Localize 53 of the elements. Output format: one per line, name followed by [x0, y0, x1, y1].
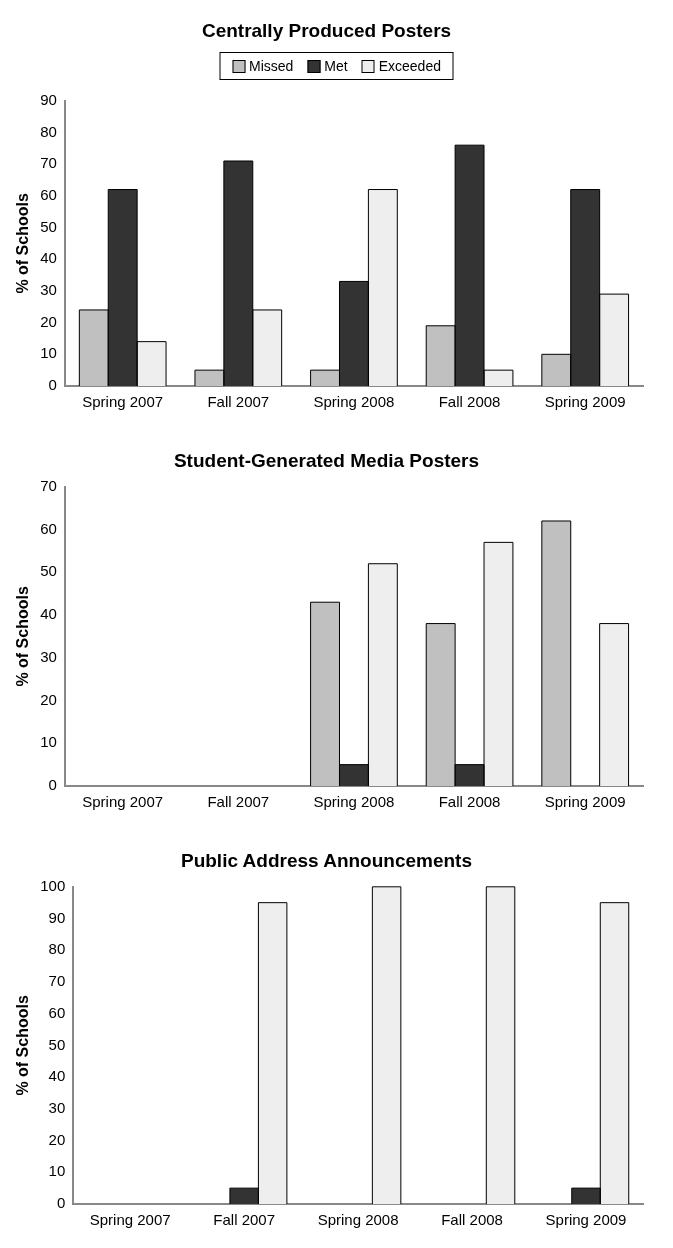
y-tick-label: 20 [40, 690, 57, 708]
y-tick-label: 40 [48, 1067, 66, 1085]
x-tick-label: Spring 2007 [89, 1211, 171, 1229]
legend-label: Missed [249, 58, 294, 74]
x-tick-label: Fall 2007 [207, 393, 270, 411]
y-tick-label: 70 [48, 972, 66, 990]
x-tick-label: Spring 2008 [313, 793, 395, 811]
x-tick-label: Spring 2009 [544, 393, 626, 411]
y-tick-label: 20 [40, 312, 57, 330]
y-tick-label: 60 [40, 186, 57, 204]
x-tick-label: Fall 2008 [438, 393, 501, 411]
y-axis-title: % of Schools [14, 995, 32, 1096]
y-axis-title: % of Schools [14, 586, 32, 687]
y-tick-label: 70 [40, 154, 57, 172]
y-tick-label: 90 [48, 908, 66, 926]
y-tick-label: 100 [40, 876, 66, 894]
y-tick-label: 50 [40, 562, 57, 580]
y-tick-label: 80 [48, 940, 66, 958]
x-tick-label: Fall 2008 [441, 1211, 503, 1229]
chart-title: Public Address Announcements [180, 849, 473, 871]
y-tick-label: 30 [40, 647, 57, 665]
y-tick-label: 80 [40, 122, 57, 140]
x-tick-label: Fall 2007 [213, 1211, 276, 1229]
y-tick-label: 0 [48, 776, 57, 794]
y-tick-label: 0 [56, 1194, 66, 1212]
y-tick-label: 60 [40, 519, 57, 537]
x-tick-label: Spring 2008 [317, 1211, 399, 1229]
x-tick-label: Spring 2009 [545, 1211, 627, 1229]
y-tick-label: 90 [40, 90, 57, 108]
x-tick-label: Fall 2008 [438, 793, 501, 811]
x-tick-label: Fall 2007 [207, 793, 270, 811]
y-tick-label: 10 [40, 344, 57, 362]
y-tick-label: 60 [48, 1003, 66, 1021]
x-tick-label: Spring 2009 [544, 793, 626, 811]
y-tick-label: 10 [48, 1162, 66, 1180]
y-tick-label: 30 [40, 281, 57, 299]
chart-title: Centrally Produced Posters [201, 19, 452, 41]
y-tick-label: 10 [40, 733, 57, 751]
chart-title: Student-Generated Media Posters [173, 449, 480, 471]
y-tick-label: 40 [40, 605, 57, 623]
x-tick-label: Spring 2007 [82, 793, 164, 811]
y-tick-label: 50 [48, 1035, 66, 1053]
legend-label: Met [324, 58, 348, 74]
y-tick-label: 50 [40, 217, 57, 235]
y-axis-title: % of Schools [14, 193, 32, 294]
y-tick-label: 70 [40, 476, 57, 494]
y-tick-label: 0 [48, 376, 57, 394]
y-tick-label: 20 [48, 1130, 66, 1148]
y-tick-label: 40 [40, 249, 57, 267]
x-tick-label: Spring 2007 [82, 393, 164, 411]
y-tick-label: 30 [48, 1098, 66, 1116]
legend-label: Exceeded [378, 58, 441, 74]
x-tick-label: Spring 2008 [313, 393, 395, 411]
